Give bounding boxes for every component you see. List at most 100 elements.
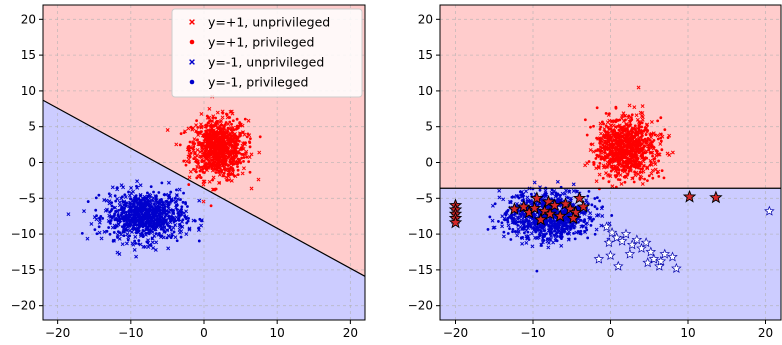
data-point — [634, 132, 638, 136]
data-point — [623, 144, 627, 148]
data-point — [539, 229, 542, 232]
data-point — [626, 162, 630, 166]
data-point — [145, 220, 149, 224]
data-point — [545, 237, 549, 241]
data-point — [97, 193, 101, 197]
data-point — [238, 121, 242, 124]
data-point — [230, 149, 234, 153]
data-point — [179, 132, 183, 136]
data-point — [226, 172, 230, 176]
data-point — [108, 232, 112, 236]
data-point — [497, 188, 502, 193]
data-point — [174, 142, 179, 147]
data-point — [184, 209, 189, 214]
data-point — [594, 149, 598, 153]
data-point — [211, 131, 215, 135]
data-point — [130, 241, 135, 246]
data-point — [656, 137, 660, 141]
data-point — [225, 157, 228, 161]
data-point — [645, 156, 649, 160]
data-point — [197, 226, 201, 230]
data-point — [548, 232, 552, 236]
data-point — [117, 252, 122, 256]
data-point — [171, 209, 175, 212]
data-point — [625, 139, 629, 143]
red-star-point — [572, 191, 587, 204]
data-point — [115, 186, 119, 190]
data-point — [166, 180, 171, 185]
y-tick-label: −15 — [408, 263, 433, 277]
legend-marker — [189, 59, 195, 65]
data-point — [522, 231, 526, 235]
data-point — [205, 140, 209, 144]
data-point — [169, 219, 173, 223]
data-point — [617, 128, 621, 132]
data-point — [633, 162, 637, 166]
data-point — [543, 188, 548, 193]
data-point — [117, 200, 122, 205]
data-point — [143, 204, 147, 208]
data-point — [236, 173, 240, 176]
data-point — [632, 160, 636, 164]
data-point — [198, 217, 202, 221]
data-point — [653, 133, 657, 137]
data-point — [179, 210, 183, 214]
data-point — [198, 169, 202, 173]
data-point — [248, 145, 252, 149]
data-point — [616, 144, 620, 148]
data-point — [137, 214, 141, 218]
data-point — [124, 210, 128, 214]
data-point — [540, 204, 544, 208]
data-point — [515, 233, 520, 238]
data-point — [124, 223, 128, 227]
red-star-point — [507, 201, 522, 215]
data-point — [657, 159, 660, 163]
data-point — [187, 217, 190, 220]
data-point — [196, 138, 199, 142]
data-point — [623, 129, 627, 133]
data-point — [610, 166, 614, 170]
data-point — [107, 226, 111, 229]
data-point — [579, 232, 583, 236]
data-point — [203, 159, 206, 163]
data-point — [248, 137, 252, 141]
data-point — [196, 125, 200, 129]
data-point — [181, 200, 185, 204]
data-point — [652, 160, 657, 165]
data-point — [235, 127, 239, 130]
data-point — [187, 226, 192, 231]
data-point — [614, 106, 618, 110]
data-point — [218, 181, 221, 185]
data-point — [188, 160, 191, 164]
data-point — [524, 240, 529, 245]
data-point — [128, 210, 132, 214]
data-point — [565, 226, 569, 230]
data-point — [128, 234, 132, 238]
data-point — [601, 120, 604, 124]
data-point — [140, 215, 144, 219]
data-point — [112, 231, 116, 234]
data-point — [603, 148, 607, 152]
data-point — [238, 132, 242, 135]
data-point — [585, 228, 589, 232]
data-point — [166, 193, 171, 198]
data-point — [647, 148, 651, 152]
data-point — [136, 218, 140, 222]
data-point — [133, 220, 137, 224]
data-point — [160, 222, 164, 226]
data-point — [214, 187, 218, 191]
data-point — [173, 196, 177, 200]
data-point — [238, 124, 242, 128]
y-tick-label: 5 — [28, 120, 36, 134]
red-star-point — [566, 211, 581, 225]
data-point — [236, 162, 239, 166]
data-point — [631, 141, 635, 145]
data-point — [95, 214, 98, 218]
data-point — [146, 195, 150, 198]
data-point — [231, 163, 235, 166]
data-point — [241, 153, 245, 156]
white-star-point — [593, 253, 605, 264]
data-point — [636, 166, 640, 170]
data-point — [561, 222, 565, 226]
data-point — [89, 222, 94, 226]
